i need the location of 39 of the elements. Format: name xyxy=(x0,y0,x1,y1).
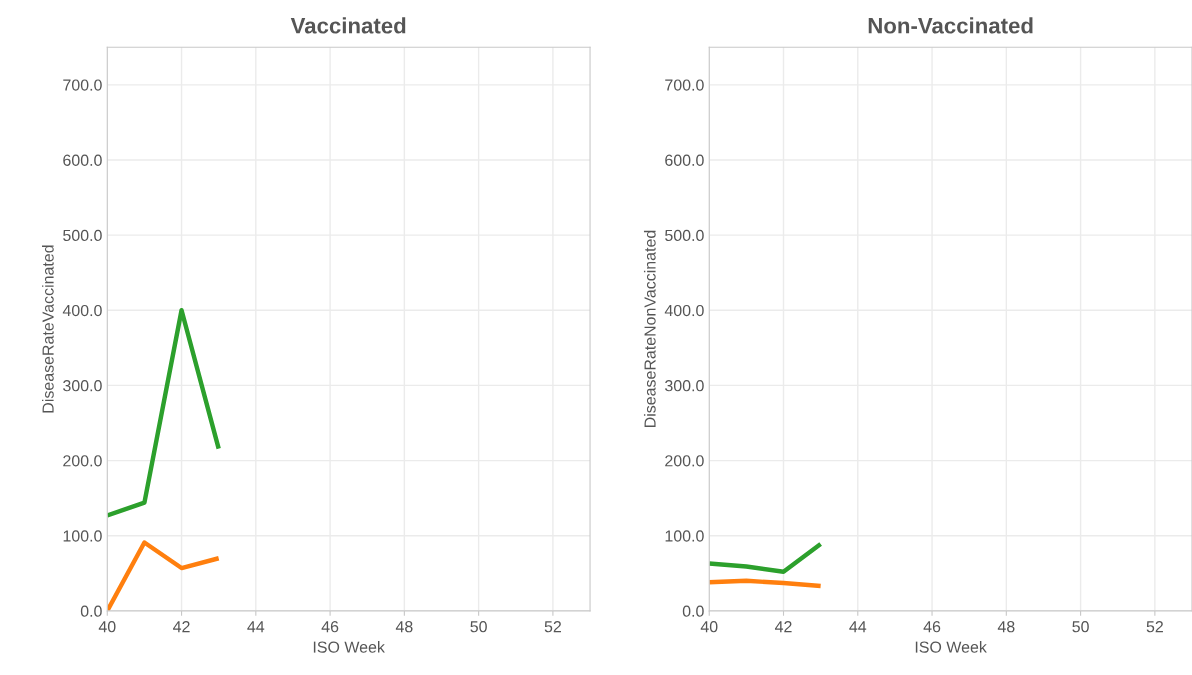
y-tick-label: 600.0 xyxy=(665,154,704,166)
x-tick-label: 52 xyxy=(544,621,561,633)
chart-title: Non-Vaccinated xyxy=(868,17,1033,34)
x-axis-title: ISO Week xyxy=(915,641,987,653)
y-tick-label: 300.0 xyxy=(63,380,102,392)
y-tick-label: 100.0 xyxy=(63,530,102,542)
x-tick-label: 46 xyxy=(923,621,941,633)
x-tick-label: 42 xyxy=(173,621,190,633)
line-series xyxy=(107,308,221,518)
y-tick-label: 400.0 xyxy=(62,304,102,317)
x-tick-label: 40 xyxy=(700,621,718,633)
y-tick-label: 0.0 xyxy=(682,605,704,617)
y-tick-label: 500.0 xyxy=(665,229,704,242)
x-tick-label: 50 xyxy=(1072,621,1089,633)
y-tick-label: 600.0 xyxy=(63,154,102,166)
line-series xyxy=(709,541,823,575)
x-tick-label: 40 xyxy=(98,621,116,633)
x-tick-label: 50 xyxy=(470,621,487,633)
x-tick-label: 48 xyxy=(395,621,413,633)
y-tick-label: 400.0 xyxy=(664,304,704,317)
x-tick-label: 42 xyxy=(775,621,792,633)
x-tick-label: 44 xyxy=(247,621,265,633)
chart-title: Vaccinated xyxy=(290,17,406,34)
y-tick-label: 700.0 xyxy=(665,79,704,91)
x-tick-label: 44 xyxy=(849,621,867,633)
y-axis-title: DiseaseRateVaccinated xyxy=(42,245,54,413)
x-tick-label: 52 xyxy=(1146,621,1163,633)
line-series xyxy=(107,540,221,611)
x-tick-label: 46 xyxy=(321,621,339,633)
y-tick-label: 500.0 xyxy=(63,229,102,242)
y-tick-label: 200.0 xyxy=(63,455,102,467)
y-tick-label: 700.0 xyxy=(63,79,102,91)
x-tick-label: 48 xyxy=(997,621,1015,633)
y-tick-label: 200.0 xyxy=(665,455,704,467)
y-tick-label: 100.0 xyxy=(665,530,704,542)
y-axis-title: DiseaseRateNonVaccinated xyxy=(643,230,656,428)
y-tick-label: 300.0 xyxy=(665,380,704,392)
y-tick-label: 0.0 xyxy=(80,605,102,617)
x-axis-title: ISO Week xyxy=(313,641,385,653)
